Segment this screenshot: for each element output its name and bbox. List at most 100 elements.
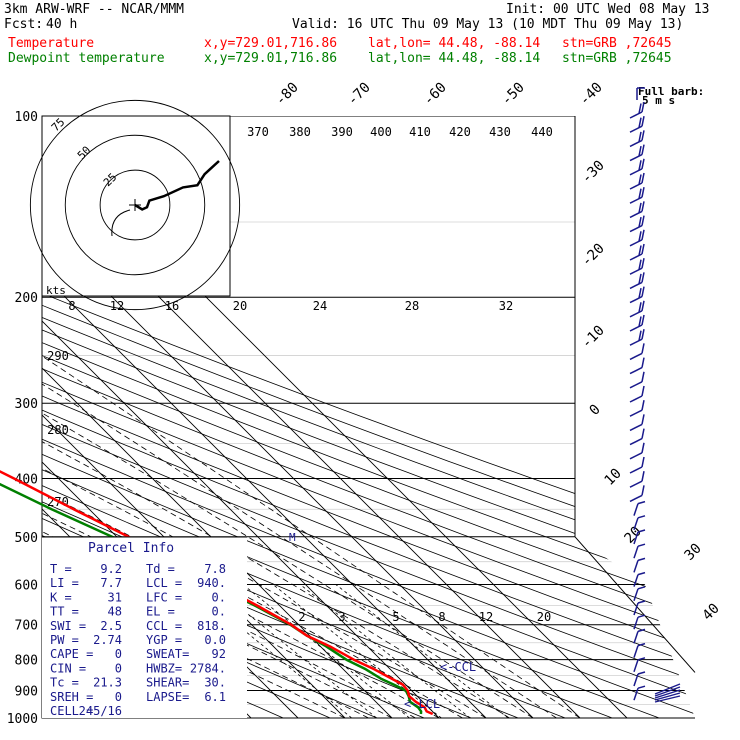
wind-barb-flag <box>641 187 645 198</box>
wind-barb-staff <box>633 560 639 573</box>
ccl-marker: <-CCL <box>440 660 476 674</box>
wind-barb-staff <box>633 517 639 531</box>
wind-barb <box>633 543 646 559</box>
wind-barb-flag <box>641 144 645 155</box>
wind-barb-flag <box>637 614 646 618</box>
speed-tick-label: 32 <box>499 299 513 313</box>
wind-barb-staff <box>629 480 643 488</box>
wind-barb-flag <box>641 357 645 368</box>
wind-barb-staff <box>629 352 643 361</box>
speed-tick-label: 12 <box>110 299 124 313</box>
pressure-label-1000: 1000 <box>7 712 38 727</box>
wind-barb-staff <box>629 111 643 119</box>
wind-barb-flag <box>637 586 646 590</box>
mixing-ratio-label: 8 <box>438 610 445 624</box>
wind-barb-staff <box>629 210 643 219</box>
wind-barb-flag <box>637 671 646 675</box>
wind-barb <box>629 414 645 432</box>
parcel-value: 940. <box>197 576 226 590</box>
moist-adiabat-line <box>42 296 581 718</box>
wind-barb <box>629 400 645 417</box>
wind-barb-staff <box>629 295 643 304</box>
parcel-label: LAPSE= <box>146 690 189 704</box>
wind-barb-staff <box>629 466 643 474</box>
wind-barb <box>633 685 646 701</box>
wind-barb-flag <box>641 258 645 269</box>
wind-barb-flag <box>638 160 642 171</box>
wind-barb-staff <box>629 310 643 318</box>
wind-barb-flag <box>638 287 642 299</box>
wind-barb-flag <box>641 158 645 169</box>
wind-barb-staff <box>633 673 639 687</box>
parcel-label: CCL = <box>146 619 182 633</box>
parcel-label: CELL = <box>50 704 93 718</box>
wind-barb-staff <box>633 588 639 602</box>
parcel-label: PW = <box>50 633 79 647</box>
isotherm-line <box>42 116 534 718</box>
isotherm-line <box>42 116 487 718</box>
wind-barb <box>629 471 645 488</box>
parcel-label: LCL = <box>146 576 182 590</box>
dry-adiabat-line <box>42 128 695 718</box>
wind-barb-staff <box>629 281 643 290</box>
parcel-value: 48 <box>108 605 122 619</box>
parcel-box-bg <box>42 537 247 718</box>
parcel-label: SWEAT= <box>146 647 189 661</box>
wind-barb-staff <box>629 139 643 148</box>
hodograph-ring <box>99 169 171 241</box>
mixing-ratio-line <box>187 584 352 718</box>
wind-barb-flag <box>637 657 646 661</box>
forecast-hours: 40 h <box>46 17 78 32</box>
temperature-xy: x,y=729.01,716.86 <box>204 36 338 51</box>
wind-barb <box>629 172 645 190</box>
wind-barb-flag <box>638 145 642 157</box>
parcel-value: 31 <box>108 590 122 604</box>
parcel-value: 21.3 <box>93 676 122 690</box>
wind-barb-flag <box>641 300 645 311</box>
wind-barb-staff <box>629 182 643 190</box>
mixing-ratio-label: 5 <box>392 610 399 624</box>
parcel-value: 2.5 <box>100 619 122 633</box>
wind-barb-flag <box>638 216 642 228</box>
isotherm-label: 30 <box>682 541 705 564</box>
wind-barb-flag <box>637 628 646 633</box>
wind-barb <box>633 500 646 516</box>
wind-barb <box>629 385 645 403</box>
init-time: Init: 00 UTC Wed 08 May 13 <box>506 2 710 17</box>
model-title: 3km ARW-WRF -- NCAR/MMM <box>4 2 185 17</box>
wind-barb-cluster <box>654 692 681 701</box>
wind-barb-flag <box>638 273 642 285</box>
temperature-latlon: lat,lon= 44.48, -88.14 <box>368 36 541 51</box>
wind-barb-flag <box>637 557 646 562</box>
wind-barb <box>633 614 646 630</box>
wind-barb <box>629 329 645 346</box>
temperature-station: stn=GRB ,72645 <box>562 36 672 51</box>
mixing-ratio-label: 12 <box>479 610 493 624</box>
parcel-value: 2.74 <box>93 633 122 647</box>
wind-barb-staff <box>629 437 643 446</box>
dry-adiabat-line <box>42 128 695 718</box>
wind-barb <box>629 442 645 460</box>
wind-barb-flag <box>638 117 642 128</box>
isotherm-label: -10 <box>579 323 608 352</box>
isotherm-label: 40 <box>700 601 723 624</box>
wind-barb-flag <box>641 485 645 496</box>
wind-barb-flag <box>641 286 645 297</box>
wind-barb-staff <box>633 531 639 545</box>
wind-barb-staff <box>629 338 643 346</box>
valid-time: Valid: 16 UTC Thu 09 May 13 (10 MDT Thu … <box>292 17 684 32</box>
dry-adiabat-line <box>42 128 361 718</box>
wind-barb-staff <box>629 125 643 133</box>
wind-barb <box>629 428 645 446</box>
wind-barb <box>629 101 645 119</box>
parcel-value: 6.1 <box>204 690 226 704</box>
dewpoint-legend: Dewpoint temperature <box>8 51 165 66</box>
wind-barb <box>629 258 645 275</box>
dry-adiabat-line <box>42 128 695 718</box>
dewpoint-latlon: lat,lon= 44.48, -88.14 <box>368 51 541 66</box>
wind-barb <box>629 116 645 133</box>
wind-barb-cluster <box>654 689 681 699</box>
parcel-label: HWBZ= <box>146 661 182 675</box>
moist-adiabat-line <box>42 296 487 718</box>
wind-barb-flag <box>637 543 646 547</box>
